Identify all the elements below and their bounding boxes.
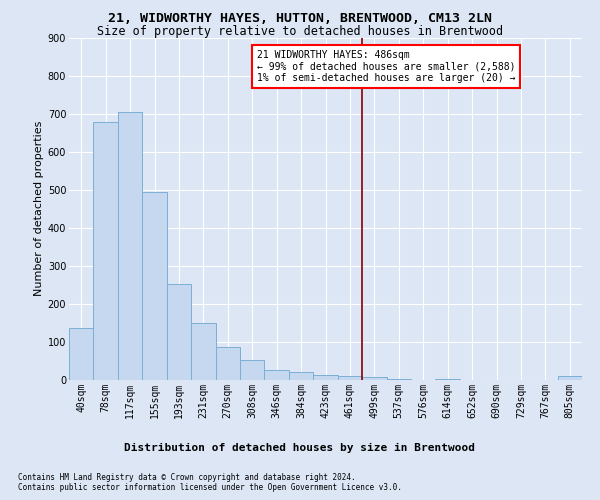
- Y-axis label: Number of detached properties: Number of detached properties: [34, 121, 44, 296]
- Text: 21, WIDWORTHY HAYES, HUTTON, BRENTWOOD, CM13 2LN: 21, WIDWORTHY HAYES, HUTTON, BRENTWOOD, …: [108, 12, 492, 25]
- Bar: [265, 370, 289, 380]
- Bar: [69, 328, 94, 380]
- Text: 21 WIDWORTHY HAYES: 486sqm
← 99% of detached houses are smaller (2,588)
1% of se: 21 WIDWORTHY HAYES: 486sqm ← 99% of deta…: [257, 50, 515, 83]
- Bar: [436, 379, 460, 380]
- Bar: [362, 377, 386, 380]
- Bar: [313, 376, 338, 380]
- Bar: [386, 379, 411, 380]
- Bar: [191, 323, 215, 380]
- Text: Contains public sector information licensed under the Open Government Licence v3: Contains public sector information licen…: [18, 484, 402, 492]
- Bar: [338, 376, 362, 380]
- Bar: [215, 348, 240, 380]
- Text: Size of property relative to detached houses in Brentwood: Size of property relative to detached ho…: [97, 25, 503, 38]
- Bar: [167, 284, 191, 380]
- Bar: [142, 192, 167, 380]
- Text: Distribution of detached houses by size in Brentwood: Distribution of detached houses by size …: [125, 442, 476, 452]
- Bar: [240, 360, 265, 380]
- Bar: [118, 112, 142, 380]
- Bar: [557, 376, 582, 380]
- Text: Contains HM Land Registry data © Crown copyright and database right 2024.: Contains HM Land Registry data © Crown c…: [18, 472, 356, 482]
- Bar: [289, 372, 313, 380]
- Bar: [94, 122, 118, 380]
